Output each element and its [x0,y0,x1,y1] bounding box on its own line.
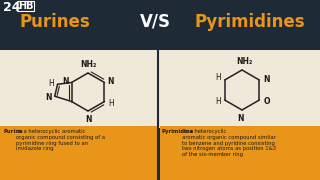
Text: N: N [108,77,114,86]
Text: H: H [108,99,114,108]
Text: H: H [48,79,53,88]
Text: N: N [85,115,91,124]
Text: N: N [237,114,243,123]
Text: Purines: Purines [20,13,90,31]
Text: N: N [62,77,68,86]
Text: HB: HB [18,1,33,11]
Text: N: N [263,75,270,84]
Text: 24: 24 [3,1,20,14]
Text: O: O [263,98,270,107]
Text: NH₂: NH₂ [236,57,252,66]
Text: is a heterocyclic
aromatic organic compound similar
to benzene and pyridine cons: is a heterocyclic aromatic organic compo… [182,129,276,157]
FancyBboxPatch shape [0,126,157,180]
Text: Pyrimidines: Pyrimidines [195,13,305,31]
Text: Purine: Purine [3,129,23,134]
Text: V/S: V/S [140,13,171,31]
Text: H: H [215,73,221,82]
Text: NH₂: NH₂ [80,60,96,69]
Text: is a heterocyclic aromatic
organic compound consisting of a
pyrimidine ring fuse: is a heterocyclic aromatic organic compo… [17,129,106,151]
Text: N: N [45,93,52,102]
Text: Pyrimidine: Pyrimidine [162,129,194,134]
FancyBboxPatch shape [160,126,320,180]
Text: H: H [215,96,221,105]
FancyBboxPatch shape [0,50,320,128]
